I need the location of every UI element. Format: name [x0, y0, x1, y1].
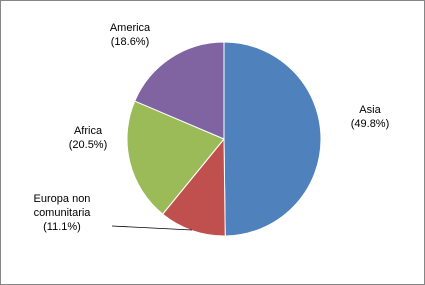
leader-line: [111, 225, 193, 231]
value-label: (11.1%): [43, 221, 81, 233]
pie-slice: [134, 41, 225, 140]
category-label: America: [109, 22, 151, 34]
pie-slice: [126, 100, 225, 215]
value-label: (49.8%): [350, 118, 390, 130]
pie-slice: [161, 137, 226, 237]
value-label: (18.6%): [110, 36, 150, 48]
slice-label: Asia (49.8%): [340, 103, 400, 131]
category-label: Europa non comunitaria: [33, 193, 91, 219]
pie-slice: [223, 41, 322, 237]
slice-label: America (18.6%): [95, 21, 165, 49]
category-label: Africa: [73, 125, 103, 137]
slice-label: Europa non comunitaria (11.1%): [17, 192, 107, 234]
slice-label: Africa (20.5%): [58, 124, 118, 152]
category-label: Asia: [359, 104, 381, 116]
value-label: (20.5%): [68, 139, 108, 151]
